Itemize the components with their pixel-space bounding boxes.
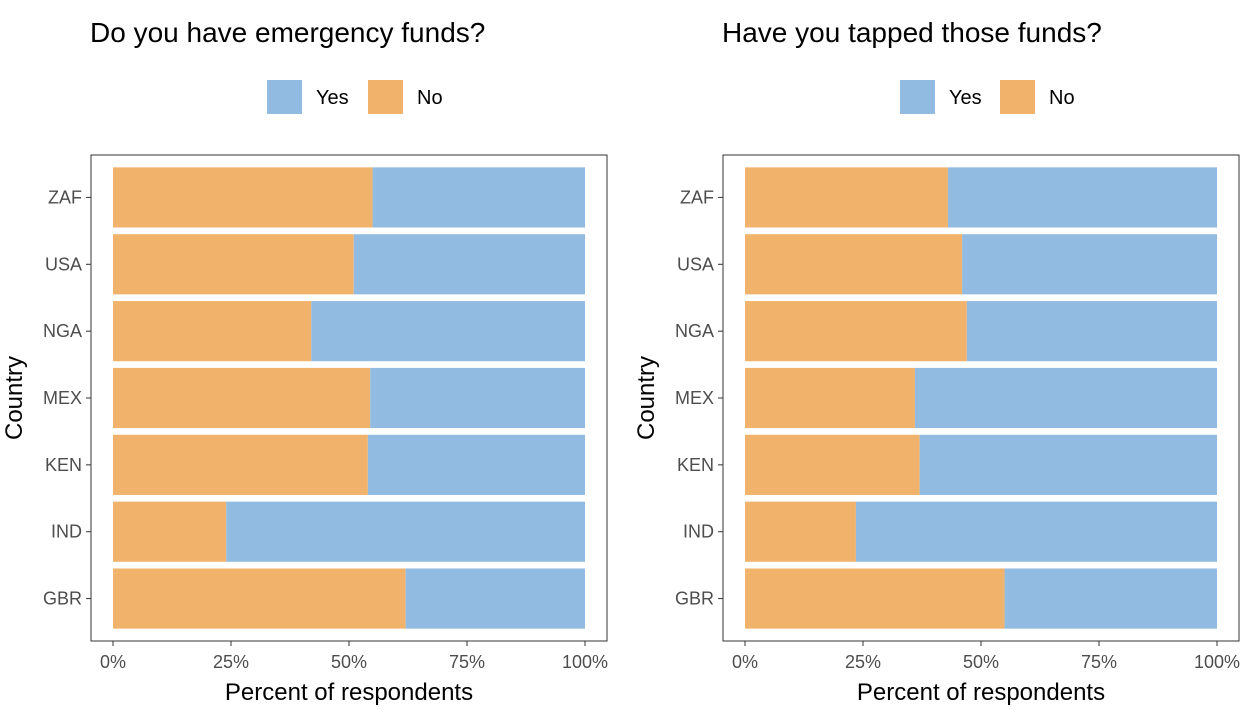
bar-yes-ind xyxy=(855,501,1217,562)
bars xyxy=(113,167,585,629)
y-tick-label-zaf: ZAF xyxy=(48,187,82,207)
legend-swatch-no xyxy=(368,80,403,114)
x-tick-label: 0% xyxy=(732,652,758,672)
bar-yes-nga xyxy=(966,301,1217,362)
y-tick-label-mex: MEX xyxy=(675,388,714,408)
x-tick-label: 25% xyxy=(845,652,881,672)
y-tick-label-nga: NGA xyxy=(43,321,82,341)
x-tick-label: 100% xyxy=(562,652,608,672)
legend-swatch-yes xyxy=(267,80,302,114)
y-axis: ZAF USA NGA MEX KEN IND GBR xyxy=(675,187,723,609)
bar-no-nga xyxy=(745,301,967,362)
x-tick-label: 25% xyxy=(213,652,249,672)
chart-title: Do you have emergency funds? xyxy=(90,17,485,48)
chart-tapped-funds: Have you tapped those funds? Yes No ZAF U… xyxy=(633,17,1240,706)
bar-yes-gbr xyxy=(1004,568,1217,629)
bar-yes-mex xyxy=(914,367,1217,429)
y-axis: ZAF USA NGA MEX KEN IND GBR xyxy=(43,187,91,609)
x-tick-label: 75% xyxy=(449,652,485,672)
y-tick-label-ind: IND xyxy=(51,522,82,542)
bar-no-ken xyxy=(113,434,368,495)
legend: Yes No xyxy=(267,80,443,114)
bar-yes-nga xyxy=(311,301,585,362)
y-tick-label-ken: KEN xyxy=(677,455,714,475)
bars xyxy=(745,167,1217,629)
x-axis: 0% 25% 50% 75% 100% xyxy=(732,641,1240,672)
bar-no-usa xyxy=(113,234,354,295)
bar-yes-gbr xyxy=(405,568,585,629)
bar-no-usa xyxy=(745,234,963,295)
bar-no-ken xyxy=(745,434,920,495)
legend-label-yes: Yes xyxy=(316,87,349,109)
bar-yes-ken xyxy=(919,434,1217,495)
y-tick-label-zaf: ZAF xyxy=(680,187,714,207)
bar-no-zaf xyxy=(113,167,373,228)
y-axis-title: Country xyxy=(633,356,660,440)
bar-yes-usa xyxy=(353,234,585,295)
x-axis: 0% 25% 50% 75% 100% xyxy=(100,641,608,672)
x-tick-label: 50% xyxy=(331,652,367,672)
bar-yes-usa xyxy=(962,234,1217,295)
bar-yes-mex xyxy=(370,367,585,429)
x-axis-title: Percent of respondents xyxy=(225,679,473,706)
y-tick-label-mex: MEX xyxy=(43,388,82,408)
y-axis-title: Country xyxy=(1,356,28,440)
bar-yes-ken xyxy=(367,434,585,495)
bar-yes-zaf xyxy=(947,167,1217,228)
bar-no-mex xyxy=(113,367,371,429)
y-tick-label-nga: NGA xyxy=(675,321,714,341)
bar-no-gbr xyxy=(745,568,1005,629)
x-tick-label: 75% xyxy=(1081,652,1117,672)
bar-yes-ind xyxy=(226,501,585,562)
legend-label-no: No xyxy=(1049,87,1075,109)
legend-label-no: No xyxy=(417,87,443,109)
bar-yes-zaf xyxy=(372,167,585,228)
chart-emergency-funds: Do you have emergency funds? Yes No ZAF U… xyxy=(1,17,608,706)
chart-title: Have you tapped those funds? xyxy=(722,17,1102,48)
x-tick-label: 100% xyxy=(1194,652,1240,672)
y-tick-label-gbr: GBR xyxy=(43,589,82,609)
legend-swatch-no xyxy=(1000,80,1035,114)
x-tick-label: 0% xyxy=(100,652,126,672)
y-tick-label-usa: USA xyxy=(677,254,714,274)
bar-no-gbr xyxy=(113,568,406,629)
legend-swatch-yes xyxy=(900,80,935,114)
legend-label-yes: Yes xyxy=(949,87,982,109)
y-tick-label-gbr: GBR xyxy=(675,589,714,609)
y-tick-label-ken: KEN xyxy=(45,455,82,475)
legend: Yes No xyxy=(900,80,1075,114)
bar-no-ind xyxy=(745,501,856,562)
bar-no-zaf xyxy=(745,167,948,228)
y-tick-label-usa: USA xyxy=(45,254,82,274)
y-tick-label-ind: IND xyxy=(683,522,714,542)
bar-no-mex xyxy=(745,367,915,429)
bar-no-nga xyxy=(113,301,312,362)
bar-no-ind xyxy=(113,501,227,562)
x-tick-label: 50% xyxy=(963,652,999,672)
x-axis-title: Percent of respondents xyxy=(857,679,1105,706)
